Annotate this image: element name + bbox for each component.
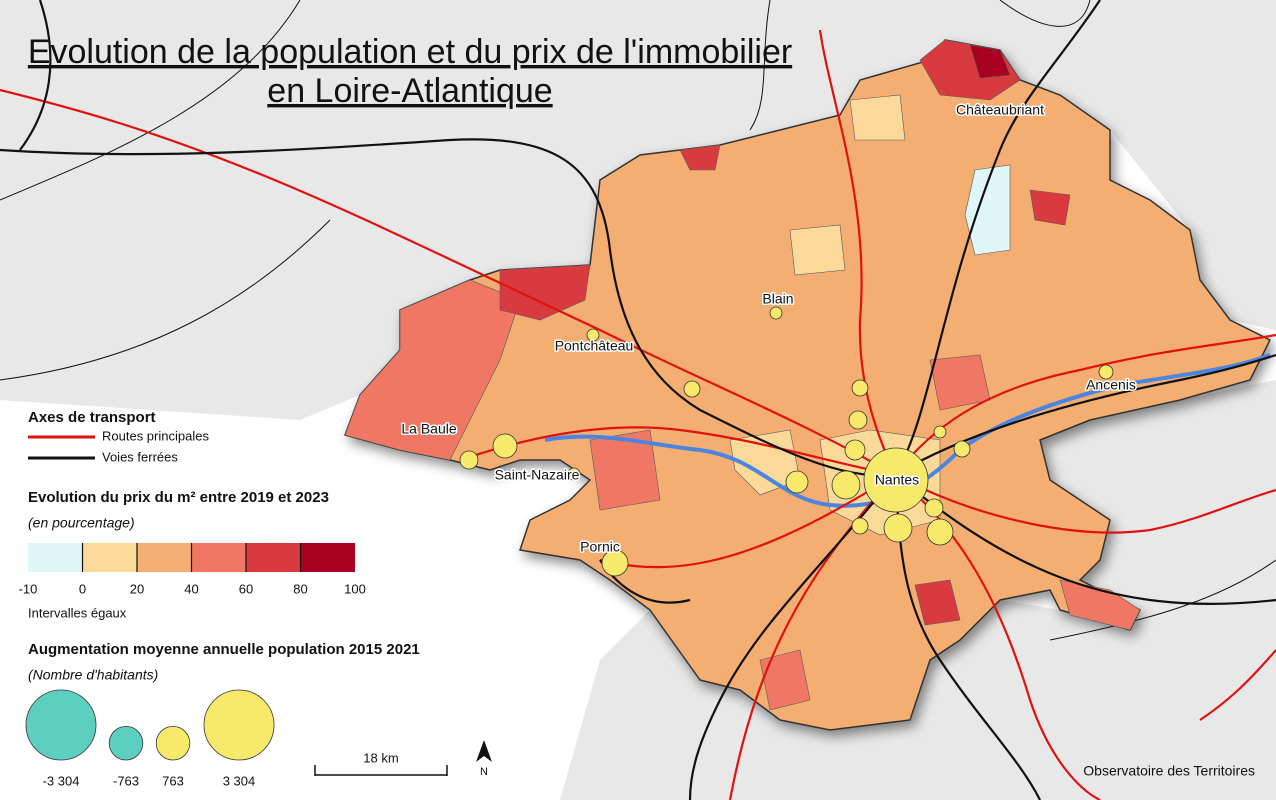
commune-circle xyxy=(567,467,581,481)
commune-circle xyxy=(769,306,783,320)
north-label: N xyxy=(480,766,488,778)
price-class xyxy=(28,543,83,572)
transport-legend-title: Axes de transport xyxy=(28,409,156,426)
population-legend-label: 3 304 xyxy=(223,773,256,788)
commune-circle xyxy=(831,470,861,500)
road xyxy=(894,333,1276,476)
commune xyxy=(1059,579,1141,631)
railway xyxy=(0,138,896,477)
population-legend-label: -3 304 xyxy=(43,773,80,788)
population-legend-circle xyxy=(203,689,275,761)
city-label: Pornic xyxy=(580,539,620,555)
population-circles xyxy=(459,306,1114,577)
commune-circle xyxy=(683,380,701,398)
commune-circle xyxy=(492,433,518,459)
commune xyxy=(914,579,961,626)
price-tick-label: 60 xyxy=(239,581,253,596)
commune-circle xyxy=(848,410,868,430)
price-legend-title: Evolution du prix du m² entre 2019 et 20… xyxy=(28,489,329,506)
transport-legend-label: Voies ferrées xyxy=(102,449,178,464)
commune-circle xyxy=(459,450,479,470)
road xyxy=(894,474,1276,534)
price-class xyxy=(137,543,192,572)
road xyxy=(1199,649,1276,721)
commune xyxy=(964,164,1011,256)
city-label: Blain xyxy=(762,291,793,307)
commune-circle xyxy=(586,328,600,342)
commune xyxy=(929,354,991,411)
commune-circle xyxy=(863,447,929,513)
city-label: Pontchâteau xyxy=(555,338,634,354)
city-label: Ancenis xyxy=(1086,377,1136,393)
population-legend-label: -763 xyxy=(113,773,139,788)
borders xyxy=(0,0,1276,641)
commune-circle xyxy=(601,549,629,577)
population-legend-label: 763 xyxy=(162,773,184,788)
source: Observatoire des Territoires xyxy=(1083,763,1255,779)
road xyxy=(459,426,896,477)
price-class xyxy=(300,543,355,572)
price-tick-label: 40 xyxy=(184,581,198,596)
railway xyxy=(688,474,896,800)
land-north xyxy=(0,0,1276,420)
commune xyxy=(589,429,661,511)
road xyxy=(599,474,896,569)
population-legend-circle xyxy=(25,689,97,761)
commune xyxy=(1029,189,1071,226)
commune-circle xyxy=(851,379,869,397)
city-label: Châteaubriant xyxy=(956,102,1044,118)
north-arrow xyxy=(476,740,492,762)
commune xyxy=(849,94,906,141)
price-tick-label: 100 xyxy=(344,581,366,596)
price-legend-note: Intervalles égaux xyxy=(28,605,127,620)
population-legend-circle xyxy=(155,725,191,761)
commune-circle xyxy=(785,470,809,494)
price-tick-label: 80 xyxy=(293,581,307,596)
scale-bar-label: 18 km xyxy=(363,750,398,765)
land-south xyxy=(560,380,1276,800)
title: Evolution de la population et du prix de… xyxy=(28,33,792,71)
road xyxy=(0,88,896,476)
commune-circle xyxy=(883,513,913,543)
population-legend-circle xyxy=(108,725,144,761)
price-tick-label: 20 xyxy=(130,581,144,596)
price-class xyxy=(191,543,246,572)
price-class xyxy=(82,543,137,572)
city-label: La Baule xyxy=(401,421,456,437)
transport-legend-label: Routes principales xyxy=(102,428,209,443)
commune-circle xyxy=(924,498,944,518)
commune xyxy=(499,264,591,321)
title: en Loire-Atlantique xyxy=(267,72,552,110)
commune xyxy=(969,44,1011,79)
commune xyxy=(789,224,846,276)
railway xyxy=(19,0,52,151)
road xyxy=(728,474,896,800)
city-label: Nantes xyxy=(875,472,919,488)
commune xyxy=(759,649,811,711)
commune-circle xyxy=(1098,364,1114,380)
population-legend-title: Augmentation moyenne annuelle population… xyxy=(28,641,420,658)
price-tick-label: 0 xyxy=(79,581,86,596)
commune-circle xyxy=(844,439,866,461)
commune-circle xyxy=(933,425,947,439)
commune xyxy=(679,144,721,171)
price-tick-label: -10 xyxy=(19,581,38,596)
communes xyxy=(344,39,1141,711)
admin-border xyxy=(0,0,1276,641)
price-class xyxy=(246,543,301,572)
city-label: Saint-Nazaire xyxy=(495,467,580,483)
legend: Evolution de la population et du prix de… xyxy=(19,33,1255,788)
commune-circle xyxy=(926,518,954,546)
population-legend-subtitle: (Nombre d'habitants) xyxy=(28,667,158,683)
roads xyxy=(0,29,1276,800)
road xyxy=(818,29,897,476)
commune-circle xyxy=(851,517,869,535)
commune-circle xyxy=(953,440,971,458)
railway xyxy=(894,0,1101,476)
price-legend-subtitle: (en pourcentage) xyxy=(28,515,135,531)
labels: Châteaubriant Blain Pontchâteau Ancenis La B… xyxy=(400,100,1138,556)
